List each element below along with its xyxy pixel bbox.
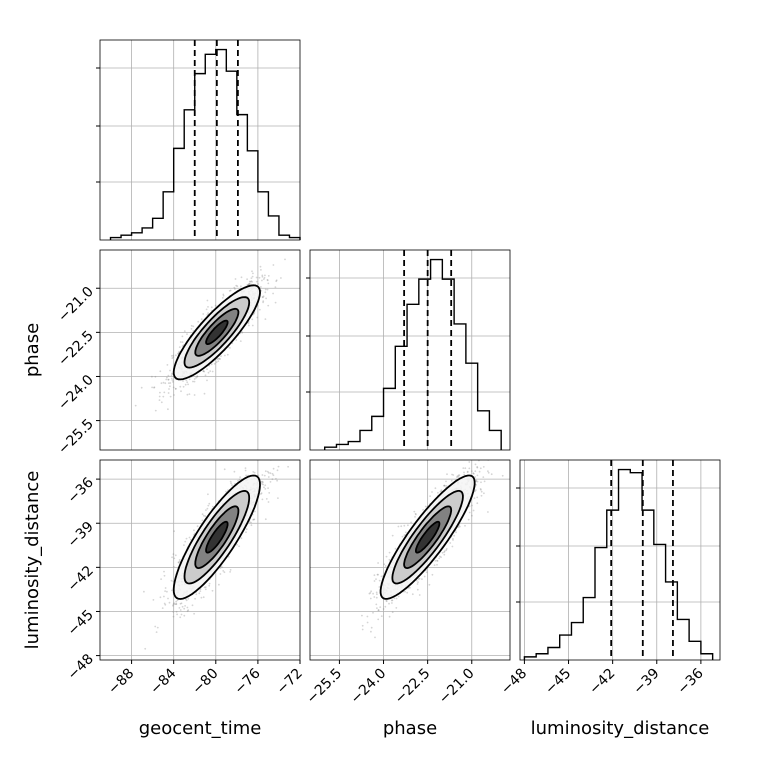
scatter-panel-phase-luminosity_distance — [309, 459, 511, 661]
hist-panel-geocent_time — [96, 39, 301, 241]
panel-frame — [309, 249, 511, 451]
xlabel-phase: phase — [383, 718, 437, 739]
xtick-label-geocent_time: −72 — [274, 666, 306, 698]
grid-luminosity_distance — [520, 460, 720, 660]
panel-frame — [99, 459, 301, 661]
xtick-label-luminosity_distance: −36 — [675, 665, 707, 697]
ytick-label-phase: −24.0 — [55, 372, 97, 414]
ylabel-phase: phase — [22, 323, 43, 377]
ytick-label-luminosity_distance: −36 — [65, 475, 97, 507]
ytick-label-phase: −21.0 — [55, 284, 97, 326]
ylabel-luminosity_distance: luminosity_distance — [22, 471, 43, 650]
xtick-label-phase: −24.0 — [348, 666, 390, 708]
grid-geocent_time — [100, 40, 300, 240]
xtick-label-luminosity_distance: −48 — [498, 666, 530, 698]
grid-phase — [310, 250, 510, 450]
scatter-panel-geocent_time-luminosity_distance — [99, 459, 301, 661]
xtick-label-phase: −22.5 — [392, 666, 434, 708]
xtick-label-geocent_time: −84 — [147, 665, 179, 697]
ytick-label-luminosity_distance: −45 — [65, 607, 97, 639]
xlabel-geocent_time: geocent_time — [139, 718, 262, 739]
ytick-label-phase: −25.5 — [55, 416, 97, 458]
contour-geocent_time-phase-3 — [205, 319, 229, 345]
ytick-label-luminosity_distance: −42 — [65, 563, 97, 595]
ytick-label-luminosity_distance: −48 — [65, 651, 97, 683]
histogram-geocent_time — [109, 48, 301, 240]
panel-frame — [99, 249, 301, 451]
histogram-luminosity_distance — [523, 468, 714, 660]
xlabel-luminosity_distance: luminosity_distance — [531, 718, 710, 739]
ytick-label-luminosity_distance: −39 — [65, 519, 97, 551]
xtick-label-phase: −21.0 — [436, 666, 478, 708]
xtick-label-geocent_time: −80 — [189, 666, 221, 698]
xtick-label-phase: −25.5 — [304, 666, 346, 708]
xtick-label-luminosity_distance: −45 — [542, 666, 574, 698]
histogram-phase — [324, 258, 502, 450]
contour-geocent_time-luminosity_distance-3 — [205, 520, 229, 554]
xtick-label-geocent_time: −76 — [232, 665, 264, 697]
ytick-label-phase: −22.5 — [55, 328, 97, 370]
hist-panel-luminosity_distance — [516, 459, 721, 661]
xtick-label-luminosity_distance: −42 — [586, 666, 618, 698]
panel-frame — [309, 459, 511, 661]
xtick-label-luminosity_distance: −39 — [630, 666, 662, 698]
panel-frame — [99, 39, 301, 241]
hist-panel-phase — [306, 249, 511, 451]
panel-frame — [519, 459, 721, 661]
contour-phase-luminosity_distance-3 — [415, 520, 441, 554]
xtick-label-geocent_time: −88 — [105, 666, 137, 698]
scatter-panel-geocent_time-phase — [99, 249, 301, 451]
